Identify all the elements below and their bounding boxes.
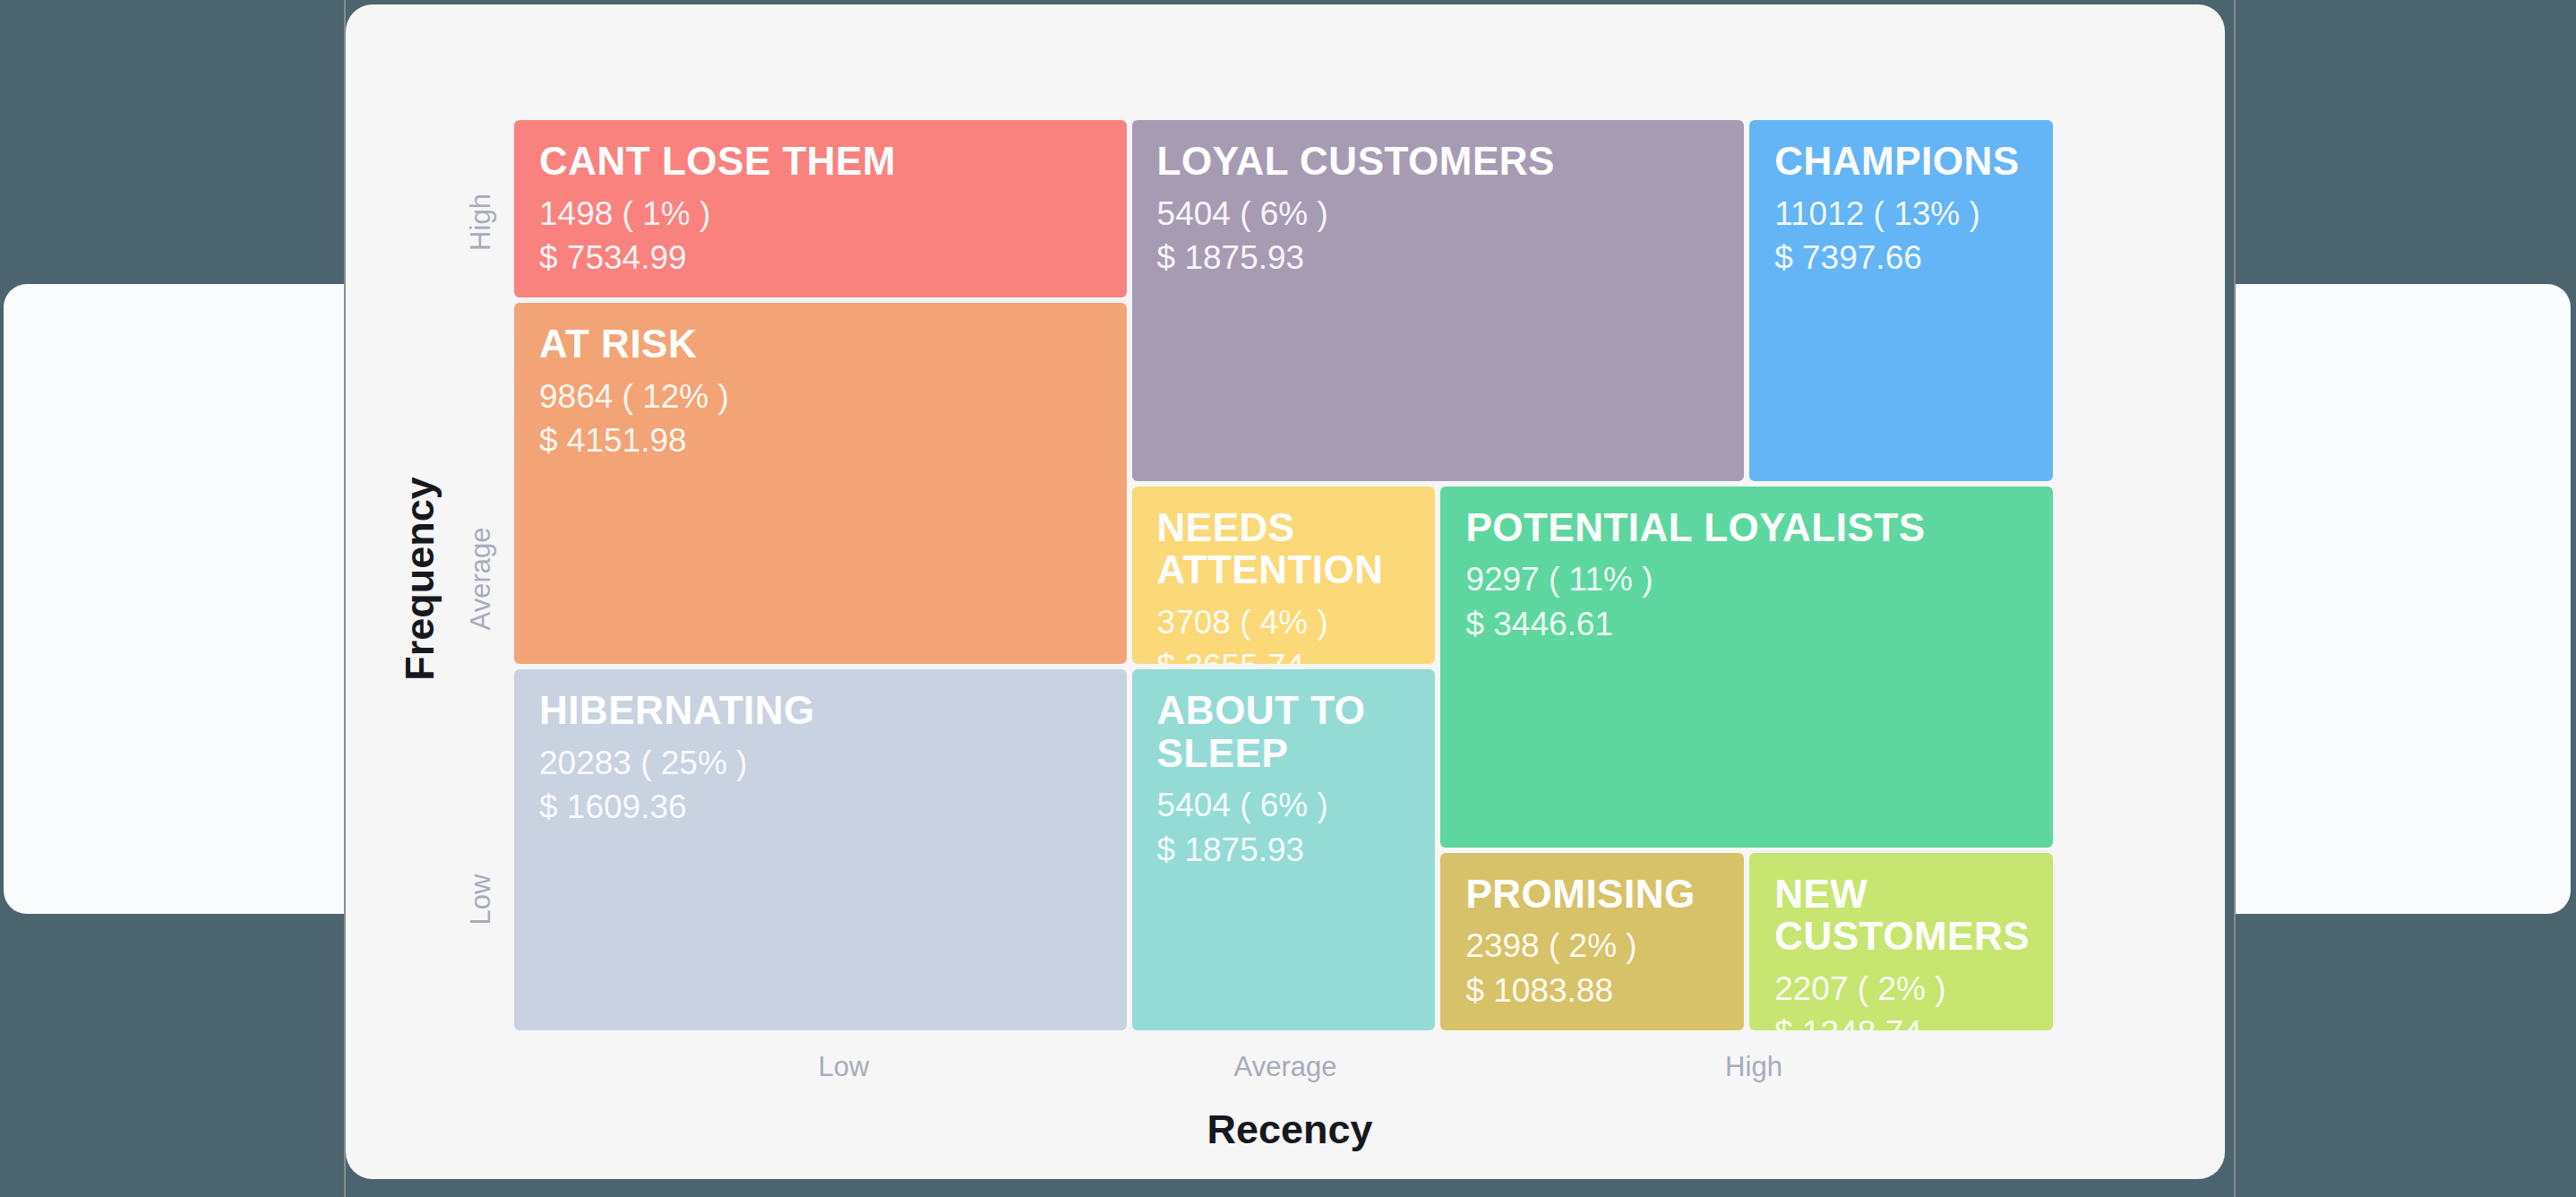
segment-label: POTENTIAL LOYALISTS: [1465, 506, 2028, 549]
segment-monetary: $ 4151.98: [539, 418, 1102, 463]
segment-count: 2207 ( 2% ): [1774, 967, 2028, 1012]
segment-new-customers[interactable]: NEW CUSTOMERS 2207 ( 2% ) $ 1248.74: [1749, 853, 2053, 1030]
segment-champions[interactable]: CHAMPIONS 11012 ( 13% ) $ 7397.66: [1749, 120, 2053, 481]
screenshot-root: Frequency High Average Low CANT LOSE THE…: [0, 0, 2576, 1197]
segment-label: ABOUT TO SLEEP: [1157, 689, 1411, 774]
segment-monetary: $ 1875.93: [1157, 828, 1411, 873]
x-axis-title: Recency: [1206, 1107, 1372, 1153]
segment-count: 1498 ( 1% ): [539, 192, 1102, 237]
y-tick-high: High: [465, 194, 497, 251]
segment-cant-lose-them[interactable]: CANT LOSE THEM 1498 ( 1% ) $ 7534.99: [514, 120, 1127, 297]
segment-count: 5404 ( 6% ): [1157, 192, 1720, 237]
segment-monetary: $ 1248.74: [1774, 1011, 2028, 1030]
segment-label: CANT LOSE THEM: [539, 140, 1102, 183]
x-tick-low: Low: [819, 1051, 870, 1083]
rfm-chart-card: Frequency High Average Low CANT LOSE THE…: [346, 4, 2225, 1179]
segment-needs-attention[interactable]: NEEDS ATTENTION 3708 ( 4% ) $ 3655.74: [1132, 487, 1436, 664]
segment-count: 5404 ( 6% ): [1157, 783, 1411, 828]
segment-count: 11012 ( 13% ): [1774, 192, 2028, 237]
segment-monetary: $ 7534.99: [539, 236, 1102, 280]
segment-promising[interactable]: PROMISING 2398 ( 2% ) $ 1083.88: [1440, 853, 1744, 1030]
segment-label: HIBERNATING: [539, 689, 1102, 732]
segment-count: 3708 ( 4% ): [1157, 600, 1411, 645]
segment-count: 20283 ( 25% ): [539, 741, 1102, 786]
y-tick-low: Low: [465, 874, 497, 926]
y-axis-title: Frequency: [397, 477, 443, 681]
segment-label: AT RISK: [539, 323, 1102, 366]
segment-at-risk[interactable]: AT RISK 9864 ( 12% ) $ 4151.98: [514, 303, 1127, 664]
segment-label: NEEDS ATTENTION: [1157, 506, 1411, 591]
segment-potential-loyalists[interactable]: POTENTIAL LOYALISTS 9297 ( 11% ) $ 3446.…: [1440, 487, 2053, 848]
y-tick-average: Average: [465, 528, 497, 631]
segment-monetary: $ 3655.74: [1157, 644, 1411, 664]
segment-count: 9297 ( 11% ): [1465, 557, 2028, 602]
segment-loyal-customers[interactable]: LOYAL CUSTOMERS 5404 ( 6% ) $ 1875.93: [1132, 120, 1745, 481]
segment-label: PROMISING: [1465, 873, 1719, 916]
background-panel-right: [2236, 284, 2571, 914]
rfm-segment-grid: CANT LOSE THEM 1498 ( 1% ) $ 7534.99 LOY…: [514, 120, 2053, 1030]
segment-monetary: $ 1875.93: [1157, 236, 1720, 280]
segment-count: 9864 ( 12% ): [539, 375, 1102, 419]
segment-monetary: $ 3446.61: [1465, 602, 2028, 647]
segment-monetary: $ 1609.36: [539, 785, 1102, 830]
window-edge-right: [2234, 0, 2236, 1197]
segment-label: NEW CUSTOMERS: [1774, 873, 2028, 958]
x-tick-high: High: [1725, 1051, 1782, 1083]
segment-monetary: $ 1083.88: [1465, 969, 1719, 1013]
segment-count: 2398 ( 2% ): [1465, 924, 1719, 969]
segment-label: LOYAL CUSTOMERS: [1157, 140, 1720, 183]
segment-monetary: $ 7397.66: [1774, 236, 2028, 280]
segment-about-to-sleep[interactable]: ABOUT TO SLEEP 5404 ( 6% ) $ 1875.93: [1132, 669, 1436, 1030]
x-tick-average: Average: [1234, 1051, 1337, 1083]
segment-label: CHAMPIONS: [1774, 140, 2028, 183]
background-panel-left: [4, 284, 344, 914]
segment-hibernating[interactable]: HIBERNATING 20283 ( 25% ) $ 1609.36: [514, 669, 1127, 1030]
